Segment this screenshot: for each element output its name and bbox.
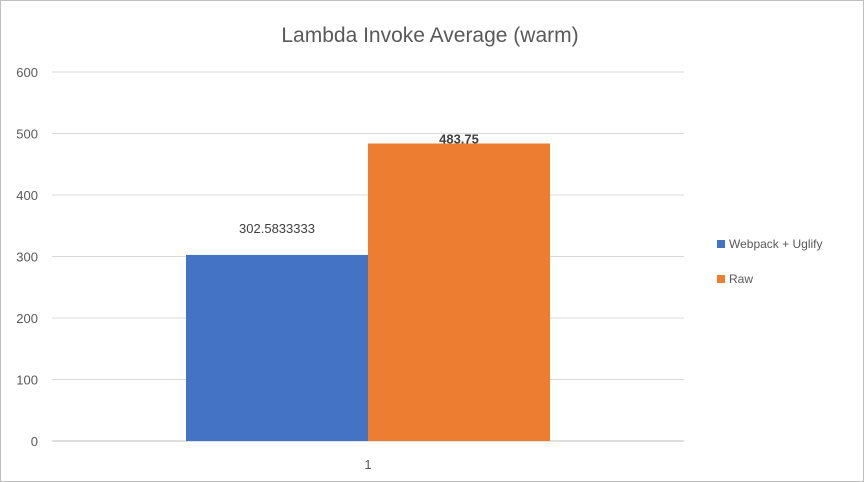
data-labels: 302.5833333 483.75 xyxy=(239,131,479,235)
x-tick-label: 1 xyxy=(364,457,371,472)
legend-label: Webpack + Uglify xyxy=(729,237,823,251)
y-tick-label: 300 xyxy=(16,250,38,265)
y-tick-label: 500 xyxy=(16,127,38,142)
y-axis-ticks: 0 100 200 300 400 500 600 xyxy=(16,65,38,449)
bar-value-label: 302.5833333 xyxy=(239,221,315,236)
legend-label: Raw xyxy=(729,272,753,286)
legend-swatch xyxy=(717,240,725,248)
bar-value-label: 483.75 xyxy=(439,131,479,146)
y-tick-label: 600 xyxy=(16,65,38,80)
y-tick-label: 200 xyxy=(16,311,38,326)
x-axis-ticks: 1 xyxy=(364,457,371,472)
legend: Webpack + Uglify Raw xyxy=(717,237,823,286)
bar-webpack-uglify xyxy=(186,254,368,441)
bar-raw xyxy=(368,143,550,441)
y-tick-label: 100 xyxy=(16,373,38,388)
bars xyxy=(186,143,550,441)
chart-title: Lambda Invoke Average (warm) xyxy=(281,24,578,47)
y-tick-label: 0 xyxy=(31,434,38,449)
y-tick-label: 400 xyxy=(16,188,38,203)
legend-swatch xyxy=(717,275,725,283)
